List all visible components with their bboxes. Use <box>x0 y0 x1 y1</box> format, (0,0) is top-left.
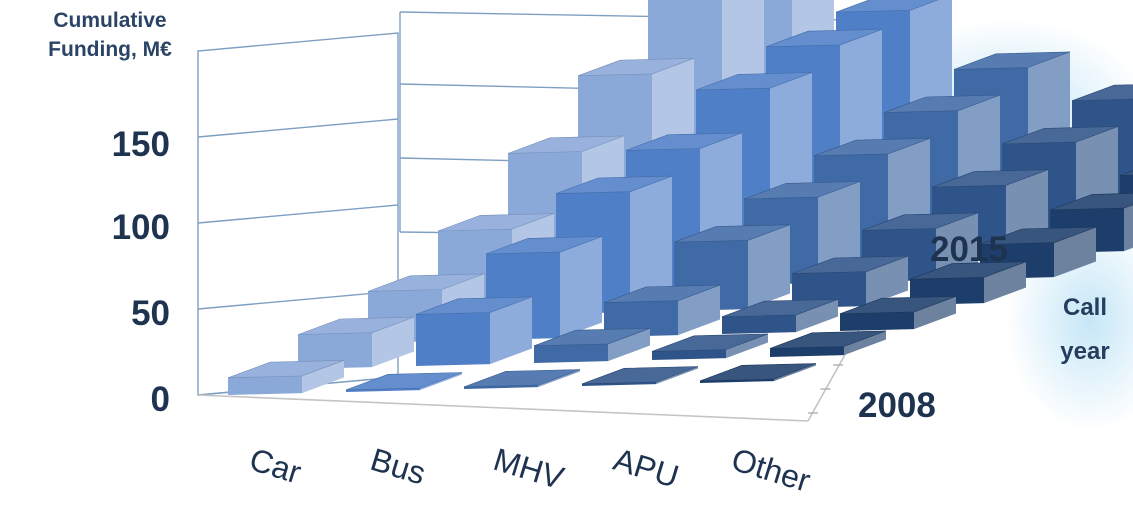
bar-top <box>437 213 555 232</box>
z-axis-title-line1: Call <box>1062 294 1107 321</box>
bar-side <box>560 236 602 339</box>
z-tick-label: 2015 <box>930 230 1008 269</box>
bar-top <box>1119 170 1133 176</box>
bar-top <box>839 296 957 315</box>
bar-top <box>227 360 345 379</box>
bar-side <box>608 328 650 362</box>
bar-top <box>367 273 485 292</box>
bar-top <box>507 135 625 154</box>
bar-side <box>844 330 886 356</box>
bar-side <box>538 369 580 388</box>
bar-side <box>630 176 672 313</box>
bar-top <box>581 366 699 385</box>
bar-top <box>979 226 1097 245</box>
bar-side <box>420 372 462 391</box>
bar-apu-2008 <box>582 382 656 386</box>
bar-side <box>748 224 790 310</box>
bar-top <box>345 372 463 391</box>
bar-mhv-2010 <box>604 300 678 337</box>
bar-side <box>302 360 344 394</box>
bar-top <box>603 284 721 303</box>
bar-top <box>625 132 743 151</box>
bar-top <box>1071 84 1133 102</box>
y-tick-label: 0 <box>150 380 170 419</box>
floor-front-edge <box>197 394 809 422</box>
bar-top <box>769 330 887 349</box>
bar-top <box>577 58 695 77</box>
bar-apu-2010 <box>722 314 796 334</box>
z-axis-title-line2: year <box>1060 338 1110 365</box>
bar-top <box>1049 193 1133 211</box>
bar-apu-2011 <box>792 271 866 308</box>
bar-top <box>721 299 839 318</box>
z-axis-title: Call year <box>1040 286 1130 374</box>
bar-top <box>695 72 813 91</box>
bar-top <box>699 363 817 382</box>
bar-side <box>984 261 1026 304</box>
bar-side <box>1124 204 1133 252</box>
y-tick-label: 150 <box>111 125 170 164</box>
bar-top <box>651 333 769 352</box>
bar-top <box>555 175 673 194</box>
gridline-left <box>197 290 399 310</box>
bar-top <box>463 369 581 388</box>
bar-side <box>1054 227 1096 278</box>
bar-bus-2008 <box>346 388 420 392</box>
y-tick-label: 100 <box>111 208 170 247</box>
bar-top <box>1001 126 1119 145</box>
bar-side <box>914 296 956 330</box>
bar-mhv-2008 <box>464 385 538 389</box>
bar-top <box>883 94 1001 113</box>
y-axis-title-line2: Funding, M€ <box>48 38 172 61</box>
gridline-left <box>197 118 399 138</box>
bar-top <box>415 296 533 315</box>
bar-top <box>931 169 1049 188</box>
bar-top <box>485 236 603 255</box>
bar-car-2009 <box>298 332 372 369</box>
bar-side <box>490 296 532 365</box>
bar-top <box>813 138 931 157</box>
bar-side <box>372 317 414 368</box>
bar-top <box>673 224 791 243</box>
bar-top <box>765 29 883 48</box>
bar-mhv-2009 <box>534 343 608 363</box>
y-tick-label: 50 <box>131 294 170 333</box>
bar-side <box>726 333 768 359</box>
y-axis-title: Cumulative Funding, M€ <box>0 6 220 64</box>
bar-side <box>866 256 908 307</box>
bar-top <box>533 328 651 347</box>
bar-top <box>909 261 1027 280</box>
gridline-left <box>197 204 399 224</box>
bar-top <box>835 0 939 13</box>
bar-top <box>953 51 1071 70</box>
bar-car-2008 <box>228 375 302 395</box>
bar-apu-2009 <box>652 349 726 360</box>
bar-other-2008 <box>700 379 774 383</box>
bar-other-2010 <box>840 311 914 331</box>
y-axis-title-line1: Cumulative <box>53 9 167 32</box>
bar-side <box>796 299 838 333</box>
bar-bus-2009 <box>416 312 490 366</box>
bar-top <box>297 316 415 335</box>
bar-top <box>791 255 909 274</box>
bar-top <box>861 212 979 231</box>
bar-other-2009 <box>770 346 844 357</box>
bar-side <box>678 285 720 336</box>
bar-side <box>774 363 816 382</box>
z-tick-label: 2008 <box>858 386 936 425</box>
bar-top <box>743 181 861 200</box>
bar-side <box>656 366 698 385</box>
